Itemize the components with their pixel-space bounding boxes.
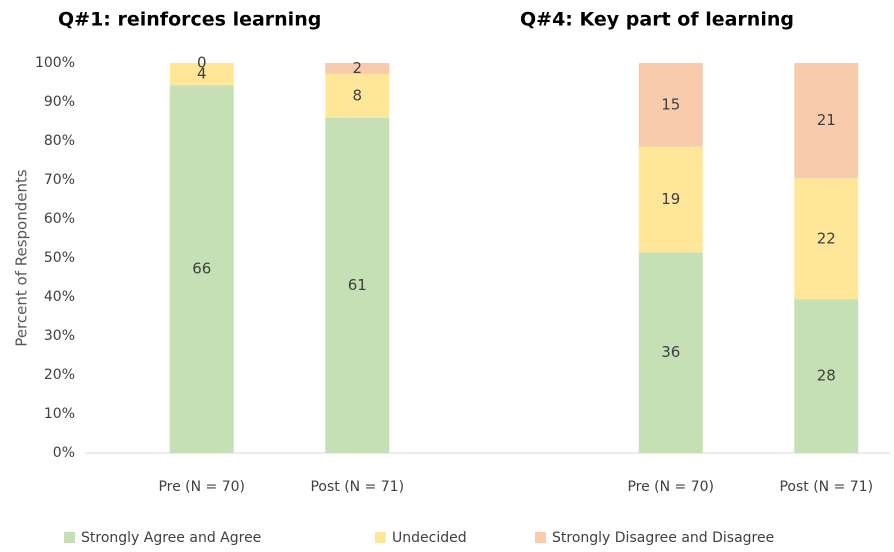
data-label: 8 [352,86,362,104]
data-label: 4 [197,65,207,83]
bar-segment [794,299,859,453]
legend-label: Strongly Disagree and Disagree [552,530,774,546]
y-tick-label: 40% [44,289,75,305]
x-tick-label: Pre (N = 70) [627,479,714,495]
bar-segment [794,178,859,300]
data-label: 21 [817,111,836,129]
legend-swatch [64,532,75,543]
y-tick-label: 100% [35,55,75,71]
y-tick-label: 0% [53,445,75,461]
y-axis-label: Percent of Respondents [13,169,31,347]
y-tick-label: 90% [44,94,75,110]
legend-label: Undecided [392,530,467,546]
data-label: 36 [661,343,680,361]
data-label: 61 [348,276,367,294]
bar-segment [169,85,234,454]
data-label: 0 [197,54,207,72]
bar-segment [638,63,703,147]
legend-swatch [375,532,386,543]
data-label: 15 [661,95,680,113]
y-tick-label: 60% [44,211,75,227]
x-tick-label: Post (N = 71) [310,479,404,495]
x-tick-label: Post (N = 71) [779,479,873,495]
panel-title: Q#1: reinforces learning [58,9,321,31]
y-tick-label: 10% [44,406,75,422]
y-tick-label: 80% [44,133,75,149]
bar-segment [794,63,859,179]
bar-segment [325,117,390,454]
data-label: 28 [817,367,836,385]
legend-label: Strongly Agree and Agree [81,530,261,546]
bar-segment [325,63,390,74]
y-tick-label: 30% [44,328,75,344]
data-label: 22 [817,229,836,247]
y-tick-label: 50% [44,250,75,266]
data-label: 2 [352,59,362,77]
bar-segment [169,63,234,86]
panel-title: Q#4: Key part of learning [520,9,794,31]
bar-segment [325,73,390,118]
bar-segment [638,252,703,453]
y-tick-label: 20% [44,367,75,383]
y-tick-label: 70% [44,172,75,188]
bar-segment [638,146,703,253]
data-label: 66 [192,260,211,278]
x-tick-label: Pre (N = 70) [158,479,245,495]
legend-swatch [535,532,546,543]
data-label: 19 [661,190,680,208]
